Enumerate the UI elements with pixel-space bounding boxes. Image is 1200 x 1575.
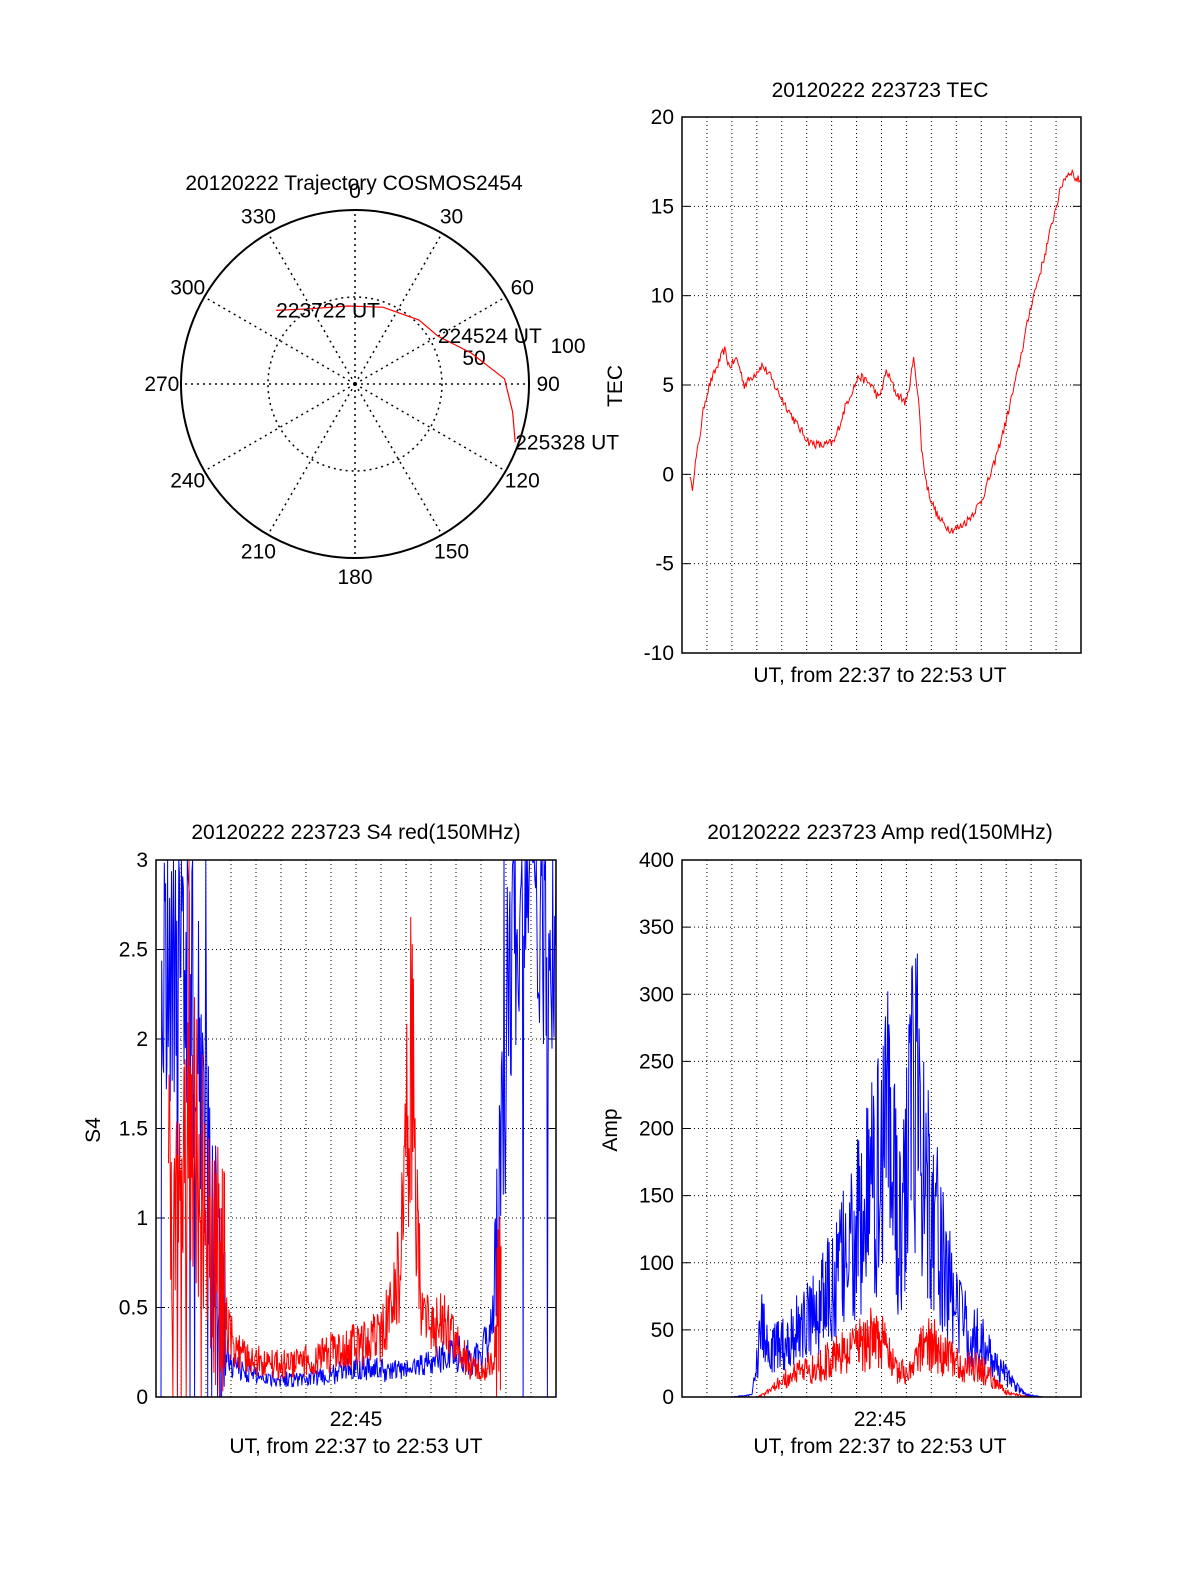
amp-title: 20120222 223723 Amp red(150MHz) <box>707 821 1053 844</box>
s4-series-red <box>168 859 502 1398</box>
s4-ytick-label: 0 <box>136 1386 148 1409</box>
polar-angle-label: 90 <box>536 373 559 396</box>
polar-inner-ring <box>267 296 443 472</box>
polar-spoke <box>267 383 356 536</box>
amp-xlabel: UT, from 22:37 to 22:53 UT <box>753 1435 1006 1458</box>
tec-plot-frame <box>681 116 1082 654</box>
s4-panel: 20120222 223723 S4 red(150MHz) S4 22:45 … <box>82 821 557 1458</box>
s4-ytick-label: 1 <box>136 1207 148 1230</box>
polar-angle-label: 270 <box>144 373 179 396</box>
polar-angle-label: 240 <box>170 470 205 493</box>
polar-radial-label: 100 <box>550 335 585 358</box>
polar-radial-label: 50 <box>462 347 485 370</box>
amp-series-red <box>682 1307 1081 1398</box>
tec-ytick-label: 0 <box>662 463 674 486</box>
tec-title: 20120222 223723 TEC <box>772 79 989 102</box>
amp-series-blue <box>682 953 1081 1398</box>
s4-ytick-label: 0.5 <box>119 1297 148 1320</box>
amp-ytick-label: 50 <box>651 1319 674 1342</box>
trajectory-line <box>276 305 516 443</box>
polar-grid <box>180 209 530 559</box>
tec-xlabel: UT, from 22:37 to 22:53 UT <box>753 664 1006 687</box>
s4-ytick-label: 2 <box>136 1028 148 1051</box>
polar-angle-label: 180 <box>337 566 372 589</box>
polar-spoke <box>354 296 507 385</box>
polar-angle-label: 330 <box>241 206 276 229</box>
s4-ytick-label: 2.5 <box>119 939 148 962</box>
polar-spoke <box>203 383 356 472</box>
tec-ylabel: TEC <box>604 365 627 407</box>
amp-ytick-label: 200 <box>639 1118 674 1141</box>
polar-angle-label: 30 <box>440 206 463 229</box>
tec-ytick-label: -10 <box>644 642 674 665</box>
amp-plot-frame <box>681 859 1082 1398</box>
amp-ytick-label: 250 <box>639 1050 674 1073</box>
s4-series-blue <box>160 859 557 1398</box>
polar-spoke <box>354 383 507 472</box>
amp-ytick-label: 400 <box>639 849 674 872</box>
amp-ytick-label: 300 <box>639 983 674 1006</box>
tec-ytick-label: 5 <box>662 374 674 397</box>
amp-ytick-label: 0 <box>662 1386 674 1409</box>
tec-ytick-label: 15 <box>651 195 674 218</box>
s4-title: 20120222 223723 S4 red(150MHz) <box>191 821 520 844</box>
amp-ytick-label: 150 <box>639 1185 674 1208</box>
polar-spoke <box>267 232 356 385</box>
polar-angle-label: 0 <box>349 180 361 203</box>
tec-series-red <box>689 168 1082 534</box>
tec-ytick-label: -5 <box>655 553 674 576</box>
trajectory-title: 20120222 Trajectory COSMOS2454 <box>185 172 523 195</box>
tec-panel: 20120222 223723 TEC TEC UT, from 22:37 t… <box>604 79 1082 687</box>
amp-ytick-label: 350 <box>639 916 674 939</box>
polar-angle-label: 150 <box>434 540 469 563</box>
polar-spoke <box>203 296 356 385</box>
trajectory-time-label: 225328 UT <box>515 431 619 454</box>
amp-panel: 20120222 223723 Amp red(150MHz) Amp 22:4… <box>599 821 1082 1458</box>
s4-ytick-label: 1.5 <box>119 1118 148 1141</box>
amp-ylabel: Amp <box>599 1108 622 1151</box>
trajectory-annotations: 223722 UT 224524 UT 225328 UT <box>276 299 619 454</box>
polar-angle-label: 300 <box>170 276 205 299</box>
trajectory-time-label: 224524 UT <box>438 325 542 348</box>
s4-ylabel: S4 <box>82 1117 105 1143</box>
trajectory-panel: 20120222 Trajectory COSMOS2454 0 30 60 90 12… <box>144 172 619 589</box>
amp-ytick-label: 100 <box>639 1252 674 1275</box>
polar-angle-label: 120 <box>505 470 540 493</box>
polar-angle-labels: 0 30 60 90 120 150 180 210 240 270 300 330 50 100 <box>144 180 585 589</box>
polar-angle-label: 60 <box>511 276 534 299</box>
s4-ytick-label: 3 <box>136 849 148 872</box>
tec-ytick-label: 10 <box>651 285 674 308</box>
s4-xlabel: UT, from 22:37 to 22:53 UT <box>229 1435 482 1458</box>
amp-xtick: 22:45 <box>854 1408 907 1431</box>
trajectory-track <box>276 305 516 443</box>
polar-angle-label: 210 <box>241 540 276 563</box>
trajectory-time-label: 223722 UT <box>276 299 380 322</box>
s4-xtick: 22:45 <box>330 1408 383 1431</box>
polar-outer-ring <box>180 209 530 559</box>
tec-ytick-label: 20 <box>651 106 674 129</box>
polar-spoke <box>354 232 443 385</box>
polar-spoke <box>354 383 443 536</box>
s4-plot-frame <box>155 859 557 1398</box>
